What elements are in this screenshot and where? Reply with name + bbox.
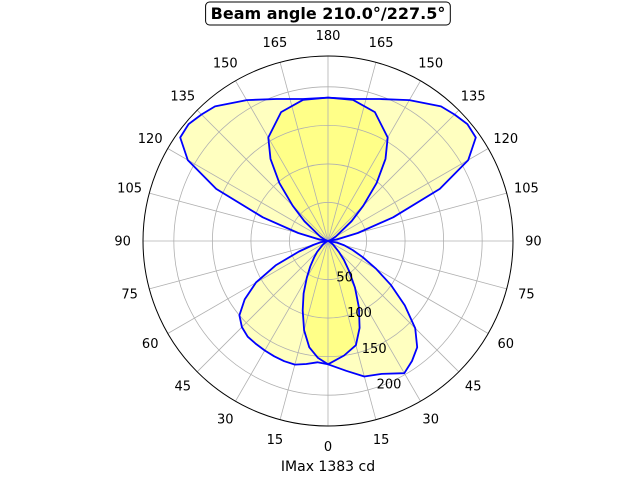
angle-tick-label: 45 [175, 380, 192, 395]
radial-tick-label: 150 [362, 342, 387, 357]
angle-tick-labels: 0 15 30 45 60 75 90 105 120 135 150 165 180 165 150 135… [114, 29, 541, 455]
angle-tick-label: 135 [461, 89, 486, 104]
angle-tick-label: 180 [316, 29, 341, 44]
radial-tick-labels: 50 100 150 200 [336, 271, 401, 393]
grid-spoke [167, 148, 329, 242]
angle-tick-label: 15 [373, 433, 390, 448]
radial-tick-label: 100 [347, 306, 372, 321]
angle-tick-label: 15 [267, 433, 284, 448]
title-box [205, 1, 451, 26]
angle-tick-label: 120 [493, 132, 518, 147]
angle-tick-label: 120 [138, 132, 163, 147]
grid-spoke [196, 109, 329, 242]
angle-tick-label: 150 [418, 57, 443, 72]
grid-spoke [327, 80, 421, 242]
angle-tick-label: 75 [518, 288, 535, 303]
grid-spoke [327, 240, 421, 402]
grid-spoke [327, 109, 460, 242]
grid-spoke [327, 62, 377, 242]
angle-tick-label: 30 [422, 412, 439, 427]
polar-frame [142, 55, 514, 427]
footer-text: IMax 1383 cd [281, 459, 375, 475]
grid-spoke [235, 80, 329, 242]
angle-tick-label: 135 [170, 89, 195, 104]
radial-tick-label: 200 [377, 377, 402, 392]
angle-tick-label: 75 [121, 288, 138, 303]
chart-title: Beam angle 210.0°/227.5° [205, 1, 451, 26]
angle-tick-label: 105 [514, 181, 539, 196]
grid-spoke [327, 240, 460, 373]
radial-tick-label: 50 [336, 271, 353, 286]
angle-tick-label: 105 [117, 181, 142, 196]
angle-tick-label: 150 [213, 57, 238, 72]
grid-spoke [327, 240, 507, 290]
grid-spoke [149, 240, 329, 290]
grid-spoke [327, 240, 489, 334]
intensity-curves [179, 96, 477, 378]
angle-tick-label: 0 [324, 440, 332, 455]
polar-grid [143, 56, 513, 426]
grid-spoke [327, 240, 377, 420]
angle-tick-label: 60 [142, 337, 159, 352]
angle-tick-label: 30 [217, 412, 234, 427]
angle-tick-label: 165 [262, 36, 287, 51]
angle-tick-label: 90 [114, 235, 131, 250]
angle-tick-label: 60 [498, 337, 515, 352]
grid-spoke [196, 240, 329, 373]
grid-spoke [235, 240, 329, 402]
angle-tick-label: 45 [465, 380, 482, 395]
grid-spoke [327, 148, 489, 242]
grid-spoke [167, 240, 329, 334]
angle-tick-label: 90 [525, 235, 542, 250]
angle-tick-label: 165 [369, 36, 394, 51]
series-curve-inner [267, 96, 389, 366]
title-text: Beam angle 210.0°/227.5° [211, 4, 446, 23]
grid-spoke [279, 62, 329, 242]
